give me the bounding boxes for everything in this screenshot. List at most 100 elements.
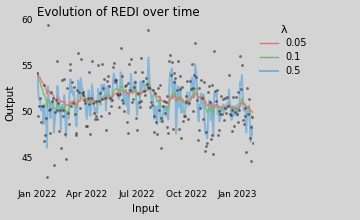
Point xyxy=(184,100,189,104)
Point xyxy=(109,98,115,101)
Point xyxy=(179,137,184,140)
Point xyxy=(243,150,249,154)
Point xyxy=(177,87,183,91)
Point xyxy=(165,94,170,98)
Y-axis label: Output: Output xyxy=(5,84,15,121)
Point xyxy=(249,115,255,119)
Point xyxy=(203,131,209,134)
Point xyxy=(217,129,222,132)
Point xyxy=(145,28,151,31)
Point xyxy=(102,96,108,100)
X-axis label: Input: Input xyxy=(132,204,159,214)
Point xyxy=(75,51,81,54)
Point xyxy=(100,86,106,90)
Point xyxy=(86,102,92,105)
Point xyxy=(183,94,189,98)
Point xyxy=(93,115,98,118)
Point xyxy=(206,84,212,88)
Point xyxy=(214,89,220,92)
Point xyxy=(134,128,140,132)
Point xyxy=(144,82,149,86)
Point xyxy=(205,90,211,94)
Point xyxy=(248,160,253,163)
Point xyxy=(53,98,59,101)
Point xyxy=(194,98,200,102)
Point xyxy=(237,55,243,58)
Point xyxy=(122,84,128,87)
Point xyxy=(192,73,197,76)
Point xyxy=(189,62,194,66)
Point xyxy=(185,117,191,121)
Point xyxy=(131,85,136,89)
Point xyxy=(225,104,231,108)
Point xyxy=(228,113,234,117)
Point xyxy=(211,152,216,156)
Point xyxy=(158,116,164,120)
Point xyxy=(103,128,109,132)
Point xyxy=(235,121,240,124)
Point xyxy=(88,96,94,100)
Point xyxy=(105,84,111,87)
Point xyxy=(151,115,157,118)
Point xyxy=(111,61,117,64)
Point xyxy=(78,57,84,61)
Point xyxy=(150,88,156,92)
Point xyxy=(169,61,175,64)
Point xyxy=(249,125,255,128)
Point xyxy=(54,108,59,112)
Point xyxy=(41,139,46,143)
Point xyxy=(91,112,97,115)
Point xyxy=(229,130,234,133)
Point xyxy=(62,132,68,136)
Point xyxy=(152,130,157,134)
Point xyxy=(158,146,163,150)
Point xyxy=(90,102,96,105)
Point xyxy=(224,96,230,99)
Point xyxy=(202,150,208,153)
Point xyxy=(239,63,245,66)
Point xyxy=(71,86,77,89)
Point xyxy=(182,114,188,118)
Point xyxy=(136,100,142,104)
Point xyxy=(41,83,47,86)
Point xyxy=(128,57,134,60)
Point xyxy=(97,91,103,94)
Point xyxy=(147,87,152,90)
Point xyxy=(138,57,143,60)
Point xyxy=(203,144,208,147)
Point xyxy=(68,62,73,66)
Point xyxy=(199,96,205,100)
Point xyxy=(187,79,193,83)
Point xyxy=(70,101,76,104)
Point xyxy=(195,138,201,142)
Point xyxy=(107,96,113,99)
Point xyxy=(50,96,56,99)
Point xyxy=(190,86,195,90)
Point xyxy=(143,76,149,80)
Point xyxy=(166,131,171,135)
Point xyxy=(207,101,213,104)
Point xyxy=(148,100,154,103)
Point xyxy=(36,104,42,108)
Point xyxy=(82,101,88,105)
Point xyxy=(73,133,79,136)
Point xyxy=(101,78,107,81)
Point xyxy=(65,112,71,115)
Point xyxy=(167,53,173,57)
Point xyxy=(85,97,91,100)
Point xyxy=(87,133,93,136)
Point xyxy=(60,108,66,111)
Point xyxy=(46,108,51,111)
Point xyxy=(170,127,176,130)
Point xyxy=(77,106,83,110)
Point xyxy=(222,106,228,110)
Point xyxy=(120,101,126,104)
Point xyxy=(119,74,125,77)
Point xyxy=(244,86,250,90)
Point xyxy=(208,138,213,141)
Point xyxy=(51,163,57,167)
Point xyxy=(140,79,146,82)
Point xyxy=(35,71,40,75)
Point xyxy=(154,133,160,136)
Point xyxy=(92,118,98,121)
